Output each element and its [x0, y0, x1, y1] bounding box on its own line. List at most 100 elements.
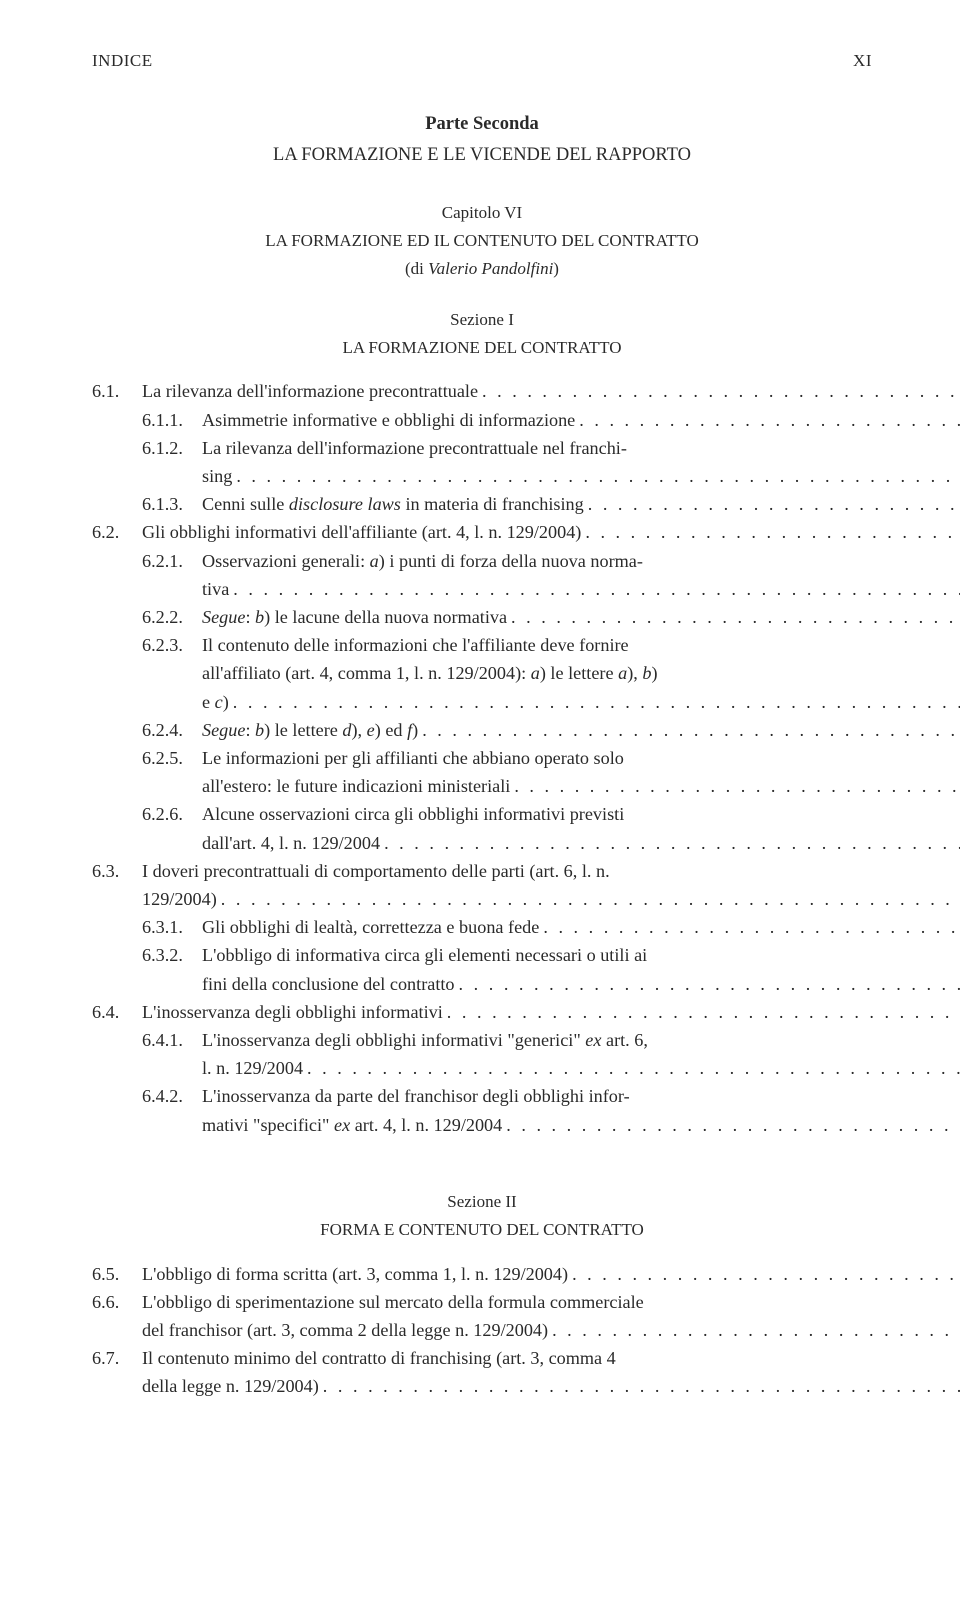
- toc-entry-cont: della legge n. 129/2004). . . . . . . . …: [92, 1372, 872, 1400]
- toc-number: 6.1.3.: [142, 490, 202, 518]
- toc-entry-cont: mativi "specifici" ex art. 4, l. n. 129/…: [92, 1111, 872, 1139]
- page-header: INDICE XI: [92, 48, 872, 74]
- leader-dots: . . . . . . . . . . . . . . . . . . . . …: [319, 1372, 960, 1400]
- toc-text: Cenni sulle disclosure laws in materia d…: [202, 490, 584, 518]
- header-left: INDICE: [92, 48, 153, 74]
- toc-text: La rilevanza dell'informazione precontra…: [202, 434, 872, 462]
- toc-entry: 6.2.2. Segue: b) le lacune della nuova n…: [92, 603, 872, 631]
- section-1-heading: Sezione I LA FORMAZIONE DEL CONTRATTO: [92, 307, 872, 362]
- chapter-title: LA FORMAZIONE ED IL CONTENUTO DEL CONTRA…: [92, 228, 872, 254]
- toc-text: della legge n. 129/2004): [142, 1372, 319, 1400]
- toc-number: 6.3.1.: [142, 913, 202, 941]
- toc-entry-cont: del franchisor (art. 3, comma 2 della le…: [92, 1316, 872, 1344]
- toc-number: 6.2.3.: [142, 631, 202, 659]
- toc-number: 6.1.: [92, 377, 142, 405]
- toc-text: mativi "specifici" ex art. 4, l. n. 129/…: [202, 1111, 502, 1139]
- toc-text: sing: [202, 462, 232, 490]
- toc-entry: 6.6. L'obbligo di sperimentazione sul me…: [92, 1288, 872, 1316]
- toc-section-2: 6.5. L'obbligo di forma scritta (art. 3,…: [92, 1260, 872, 1401]
- toc-text: 129/2004): [142, 885, 217, 913]
- leader-dots: . . . . . . . . . . . . . . . . . . . . …: [510, 772, 960, 800]
- toc-entry: 6.4.1. L'inosservanza degli obblighi inf…: [92, 1026, 872, 1054]
- toc-entry: 6.4.2. L'inosservanza da parte del franc…: [92, 1082, 872, 1110]
- section-title: LA FORMAZIONE DEL CONTRATTO: [92, 335, 872, 361]
- toc-entry-cont: l. n. 129/2004. . . . . . . . . . . . . …: [92, 1054, 872, 1082]
- leader-dots: . . . . . . . . . . . . . . . . . . . . …: [539, 913, 960, 941]
- toc-entry-cont: all'affiliato (art. 4, comma 1, l. n. 12…: [92, 659, 872, 687]
- chapter-label: Capitolo VI: [92, 200, 872, 226]
- toc-text: Il contenuto delle informazioni che l'af…: [202, 631, 872, 659]
- toc-text: L'obbligo di sperimentazione sul mercato…: [142, 1288, 872, 1316]
- section-2-heading: Sezione II FORMA E CONTENUTO DEL CONTRAT…: [92, 1189, 872, 1244]
- leader-dots: . . . . . . . . . . . . . . . . . . . . …: [380, 829, 960, 857]
- leader-dots: . . . . . . . . . . . . . . . . . . . . …: [581, 518, 960, 546]
- toc-text: fini della conclusione del contratto: [202, 970, 455, 998]
- toc-text: all'affiliato (art. 4, comma 1, l. n. 12…: [202, 659, 872, 687]
- toc-text: l. n. 129/2004: [202, 1054, 303, 1082]
- part-main-title: LA FORMAZIONE E LE VICENDE DEL RAPPORTO: [92, 141, 872, 170]
- leader-dots: . . . . . . . . . . . . . . . . . . . . …: [303, 1054, 960, 1082]
- toc-entry: 6.2.3. Il contenuto delle informazioni c…: [92, 631, 872, 659]
- toc-entry-cont: tiva. . . . . . . . . . . . . . . . . . …: [92, 575, 872, 603]
- section-label: Sezione II: [92, 1189, 872, 1215]
- toc-text: Gli obblighi informativi dell'affiliante…: [142, 518, 581, 546]
- leader-dots: . . . . . . . . . . . . . . . . . . . . …: [232, 462, 960, 490]
- toc-entry: 6.2.1. Osservazioni generali: a) i punti…: [92, 547, 872, 575]
- toc-number: 6.6.: [92, 1288, 142, 1316]
- toc-entry: 6.5. L'obbligo di forma scritta (art. 3,…: [92, 1260, 872, 1288]
- toc-text: del franchisor (art. 3, comma 2 della le…: [142, 1316, 548, 1344]
- toc-text: Osservazioni generali: a) i punti di for…: [202, 547, 872, 575]
- toc-entry-cont: fini della conclusione del contratto. . …: [92, 970, 872, 998]
- toc-entry-cont: sing. . . . . . . . . . . . . . . . . . …: [92, 462, 872, 490]
- toc-entry: 6.3.2. L'obbligo di informativa circa gl…: [92, 941, 872, 969]
- toc-text: Le informazioni per gli affilianti che a…: [202, 744, 872, 772]
- toc-entry: 6.3.1. Gli obblighi di lealtà, correttez…: [92, 913, 872, 941]
- toc-entry: 6.3. I doveri precontrattuali di comport…: [92, 857, 872, 885]
- header-right: XI: [853, 48, 872, 74]
- toc-entry: 6.4. L'inosservanza degli obblighi infor…: [92, 998, 872, 1026]
- toc-entry-cont: 129/2004). . . . . . . . . . . . . . . .…: [92, 885, 872, 913]
- leader-dots: . . . . . . . . . . . . . . . . . . . . …: [455, 970, 960, 998]
- toc-text: Segue: b) le lacune della nuova normativ…: [202, 603, 507, 631]
- toc-number: 6.2.5.: [142, 744, 202, 772]
- toc-number: 6.3.: [92, 857, 142, 885]
- leader-dots: . . . . . . . . . . . . . . . . . . . . …: [217, 885, 960, 913]
- leader-dots: . . . . . . . . . . . . . . . . . . . . …: [478, 377, 960, 405]
- leader-dots: . . . . . . . . . . . . . . . . . . . . …: [548, 1316, 960, 1344]
- toc-number: 6.3.2.: [142, 941, 202, 969]
- leader-dots: . . . . . . . . . . . . . . . . . . . . …: [443, 998, 960, 1026]
- toc-entry: 6.2.6. Alcune osservazioni circa gli obb…: [92, 800, 872, 828]
- toc-text: L'obbligo di informativa circa gli eleme…: [202, 941, 872, 969]
- chapter-heading: Capitolo VI LA FORMAZIONE ED IL CONTENUT…: [92, 200, 872, 283]
- toc-entry: 6.2.4. Segue: b) le lettere d), e) ed f)…: [92, 716, 872, 744]
- toc-text: La rilevanza dell'informazione precontra…: [142, 377, 478, 405]
- toc-number: 6.1.2.: [142, 434, 202, 462]
- section-title: FORMA E CONTENUTO DEL CONTRATTO: [92, 1217, 872, 1243]
- toc-number: 6.2.2.: [142, 603, 202, 631]
- part-label: Parte Seconda: [92, 110, 872, 139]
- toc-text: L'inosservanza degli obblighi informativ…: [202, 1026, 872, 1054]
- toc-text: all'estero: le future indicazioni minist…: [202, 772, 510, 800]
- toc-number: 6.2.: [92, 518, 142, 546]
- part-title: Parte Seconda LA FORMAZIONE E LE VICENDE…: [92, 110, 872, 169]
- toc-text: tiva: [202, 575, 229, 603]
- toc-number: 6.4.: [92, 998, 142, 1026]
- toc-entry: 6.7. Il contenuto minimo del contratto d…: [92, 1344, 872, 1372]
- toc-number: 6.2.6.: [142, 800, 202, 828]
- leader-dots: . . . . . . . . . . . . . . . . . . . . …: [502, 1111, 960, 1139]
- leader-dots: . . . . . . . . . . . . . . . . . . . . …: [575, 406, 960, 434]
- toc-number: 6.2.1.: [142, 547, 202, 575]
- toc-section-1: 6.1. La rilevanza dell'informazione prec…: [92, 377, 872, 1138]
- toc-number: 6.4.1.: [142, 1026, 202, 1054]
- leader-dots: . . . . . . . . . . . . . . . . . . . . …: [507, 603, 960, 631]
- toc-entry: 6.1.1. Asimmetrie informative e obblighi…: [92, 406, 872, 434]
- toc-text: Asimmetrie informative e obblighi di inf…: [202, 406, 575, 434]
- leader-dots: . . . . . . . . . . . . . . . . . . . . …: [229, 575, 960, 603]
- toc-text: Alcune osservazioni circa gli obblighi i…: [202, 800, 872, 828]
- toc-text: dall'art. 4, l. n. 129/2004: [202, 829, 380, 857]
- chapter-author: (di Valerio Pandolfini): [92, 256, 872, 282]
- leader-dots: . . . . . . . . . . . . . . . . . . . . …: [229, 688, 960, 716]
- toc-entry-cont: all'estero: le future indicazioni minist…: [92, 772, 872, 800]
- leader-dots: . . . . . . . . . . . . . . . . . . . . …: [584, 490, 960, 518]
- toc-number: 6.2.4.: [142, 716, 202, 744]
